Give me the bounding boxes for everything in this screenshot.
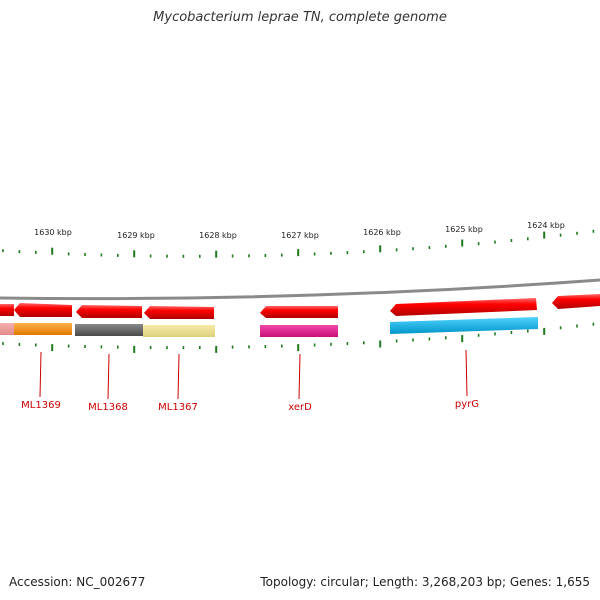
scale-label-1624: 1624 kbp xyxy=(527,221,565,230)
gene-label-ml1369[interactable]: ML1369 xyxy=(21,400,61,411)
strand-arrow-xerD[interactable] xyxy=(260,306,338,318)
scale-label-1626: 1626 kbp xyxy=(363,228,401,237)
gene-block-xerD[interactable] xyxy=(260,325,338,337)
gene-block-pyrG[interactable] xyxy=(390,317,538,334)
gene-block-ml1367[interactable] xyxy=(143,325,215,337)
strand-arrow-left-edge[interactable] xyxy=(0,304,14,316)
strand-arrow-ml1369[interactable] xyxy=(14,303,72,317)
strand-arrow-ml1367[interactable] xyxy=(144,306,214,319)
leader-line-pyrG xyxy=(465,349,468,397)
scale-label-1630: 1630 kbp xyxy=(34,228,72,237)
leader-line-ml1368 xyxy=(107,353,110,400)
leader-line-ml1367 xyxy=(177,353,180,400)
strand-arrow-right-edge[interactable] xyxy=(552,294,600,309)
scale-label-1628: 1628 kbp xyxy=(199,231,237,240)
outer-scale-ticks xyxy=(2,229,595,258)
leader-line-ml1369 xyxy=(39,351,42,398)
accession-text: Accession: NC_002677 xyxy=(9,575,146,589)
scale-label-1629: 1629 kbp xyxy=(117,231,155,240)
genome-backbone-arc xyxy=(0,278,600,301)
genome-summary-text: Topology: circular; Length: 3,268,203 bp… xyxy=(260,575,590,589)
scale-label-1627: 1627 kbp xyxy=(281,231,319,240)
inner-scale-ticks xyxy=(2,322,595,353)
gene-block-left-edge[interactable] xyxy=(0,323,14,335)
gene-block-ml1369[interactable] xyxy=(14,323,72,335)
gene-label-ml1367[interactable]: ML1367 xyxy=(158,402,198,413)
gene-block-ml1368[interactable] xyxy=(75,324,143,336)
genome-title: Mycobacterium leprae TN, complete genome xyxy=(153,10,447,25)
gene-label-pyrG[interactable]: pyrG xyxy=(455,399,479,410)
gene-label-xerD[interactable]: xerD xyxy=(288,402,312,413)
strand-arrow-pyrG[interactable] xyxy=(390,298,537,316)
scale-label-1625: 1625 kbp xyxy=(445,225,483,234)
leader-line-xerD xyxy=(298,353,301,400)
strand-arrow-ml1368[interactable] xyxy=(76,305,142,318)
gene-label-ml1368[interactable]: ML1368 xyxy=(88,402,128,413)
